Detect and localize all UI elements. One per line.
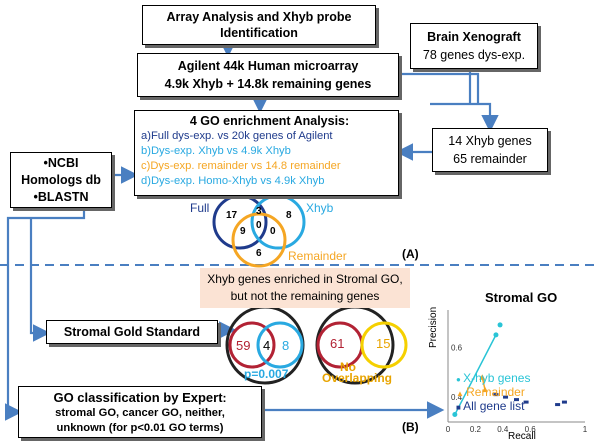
chart-point-xhyb (497, 322, 503, 328)
legend-marker: ● (456, 375, 464, 384)
venn-val-xhyb-rem: 0 (270, 226, 276, 237)
xhyb-genes-line2: 65 remainder (453, 152, 527, 166)
chart-point-xhyb (493, 332, 499, 338)
small-venn-left-b (256, 321, 304, 369)
chart-point-all-genes (561, 400, 567, 404)
small-venn-right-b (360, 321, 408, 369)
chart-x-tick: 0.6 (525, 425, 537, 434)
venn-top (212, 194, 306, 268)
venn-val-xhyb-only: 8 (286, 210, 292, 221)
small-venn-left-b-value: 8 (282, 338, 290, 353)
xhyb-genes-line1: 14 Xhyb genes (448, 134, 532, 148)
venn-val-center: 0 (256, 220, 262, 231)
ncbi-line1: •NCBI (43, 156, 79, 170)
ncbi-box: •NCBI Homologs db •BLASTN (10, 152, 112, 208)
chart-y-tick: 0.6 (451, 343, 463, 352)
chart-title: Stromal GO (485, 290, 558, 305)
chart-point-all-genes (493, 393, 499, 397)
go-expert-box: GO classification by Expert: stromal GO,… (18, 386, 262, 438)
venn-circle-xhyb (250, 194, 306, 250)
legend-marker: ■ (456, 403, 464, 412)
go-enrichment-title: 4 GO enrichment Analysis: (189, 114, 350, 128)
ncbi-line3: •BLASTN (33, 190, 89, 204)
xhyb-genes-box: 14 Xhyb genes 65 remainder (432, 128, 548, 172)
go-enrichment-item: d)Dys-exp. Homo-Xhyb vs 4.9k Xhyb (141, 175, 325, 187)
legend-label: All gene list (463, 399, 525, 413)
small-venn-right-a-value: 61 (330, 336, 345, 351)
chart-point-remainder (481, 386, 488, 393)
go-expert-title-row: GO classification by Expert: (19, 390, 261, 406)
chart-x-tick: 0 (446, 425, 451, 434)
small-venn-left-a-value: 59 (236, 338, 251, 353)
go-enrichment-item: c)Dys-exp. remainder vs 14.8 remainder (141, 160, 341, 172)
chart: 0 0.2 0.4 0.6 1 0.4 0.6 (446, 310, 588, 434)
venn-val-full-only: 17 (226, 210, 238, 221)
array-analysis-line2: Identification (220, 26, 298, 40)
legend-label: Remainder (466, 385, 525, 399)
legend-marker: ▲ (456, 389, 467, 398)
brain-line1: Brain Xenograft (427, 30, 521, 44)
go-expert-title-suffix: : (222, 391, 227, 405)
agilent-line2: 4.9k Xhyb + 14.8k remaining genes (164, 77, 372, 91)
chart-legend: ● X-hyb genes ▲ Remainder ■ All gene list (456, 372, 530, 414)
go-expert-line2: unknown (for p<0.01 GO terms) (56, 422, 224, 434)
legend-label: X-hyb genes (463, 371, 531, 385)
small-venn-left-overlap: 4 (263, 338, 271, 353)
small-venn-pvalue: p=0.007 (244, 367, 289, 381)
stromal-note-line1: Xhyb genes enriched in Stromal GO, (207, 272, 403, 286)
chart-y-tick: 0.4 (451, 393, 463, 402)
array-analysis-line1: Array Analysis and Xhyb probe (166, 10, 352, 24)
legend-entry: ▲ Remainder (456, 386, 530, 400)
arrow-to-stromal (29, 218, 51, 342)
chart-ylabel: Precision (428, 306, 439, 348)
chart-point-all-genes (514, 398, 519, 402)
venn-circle-remainder (231, 212, 287, 268)
go-enrichment-item: a)Full dys-exp. vs 20k genes of Agilent (141, 130, 333, 142)
stromal-note: Xhyb genes enriched in Stromal GO, but n… (200, 268, 410, 308)
chart-point-all-genes (523, 400, 529, 404)
chart-xlabel: Recall (508, 431, 536, 442)
brain-xenograft-box: Brain Xenograft 78 genes dys-exp. (410, 23, 538, 69)
go-enrichment-box: 4 GO enrichment Analysis: a)Full dys-exp… (134, 110, 399, 196)
go-expert-title: GO classification by Expert (53, 390, 223, 405)
panel-label-a: (A) (402, 247, 419, 261)
brain-line2: 78 genes dys-exp. (422, 48, 526, 62)
go-enrichment-item: b)Dys-exp. Xhyb vs 4.9k Xhyb (141, 145, 291, 157)
venn-circle-full (212, 194, 268, 250)
venn-label-full: Full (190, 201, 210, 215)
arrow-junction-to-xhyb (430, 102, 499, 133)
small-venn-note-1: No (340, 360, 356, 374)
venn-val-full-rem: 9 (240, 226, 246, 237)
legend-entry: ■ All gene list (456, 400, 530, 414)
ncbi-line2: Homologs db (21, 173, 101, 187)
chart-x-tick: 1 (583, 425, 588, 434)
stromal-gold-standard-box: Stromal Gold Standard (46, 320, 218, 344)
small-venn-right-b-value: 15 (376, 336, 391, 351)
stromal-note-line2: but not the remaining genes (230, 289, 380, 303)
legend-entry: ● X-hyb genes (456, 372, 530, 386)
agilent-line1: Agilent 44k Human microarray (177, 59, 359, 73)
small-venn-left-a (228, 321, 276, 369)
go-enrichment-items: a)Full dys-exp. vs 20k genes of Agilent b… (141, 129, 398, 189)
chart-point-all-genes (555, 403, 561, 407)
chart-point-all-genes (503, 395, 509, 399)
venn-label-xhyb: Xhyb (306, 201, 334, 215)
chart-x-tick: 0.2 (470, 425, 482, 434)
venn-val-full-xhyb: 3 (256, 206, 262, 217)
venn-label-remainder: Remainder (288, 249, 347, 263)
venn-val-rem-only: 6 (256, 248, 262, 259)
arrow-agilent-to-junction (400, 72, 480, 105)
small-venn-note-2: Overlapping (322, 371, 393, 385)
panel-label-b: (B) (402, 420, 419, 434)
array-analysis-box: Array Analysis and Xhyb probe Identifica… (142, 5, 376, 45)
chart-line-xhyb (454, 334, 497, 415)
chart-point-remainder (479, 374, 486, 380)
arrow-ncbi-down (4, 208, 86, 421)
go-expert-line1: stromal GO, cancer GO, neither, (55, 407, 225, 419)
chart-point-xhyb (452, 412, 458, 418)
chart-x-tick: 0.4 (497, 425, 509, 434)
agilent-box: Agilent 44k Human microarray 4.9k Xhyb +… (137, 53, 399, 97)
stromal-gold-label: Stromal Gold Standard (63, 325, 201, 339)
